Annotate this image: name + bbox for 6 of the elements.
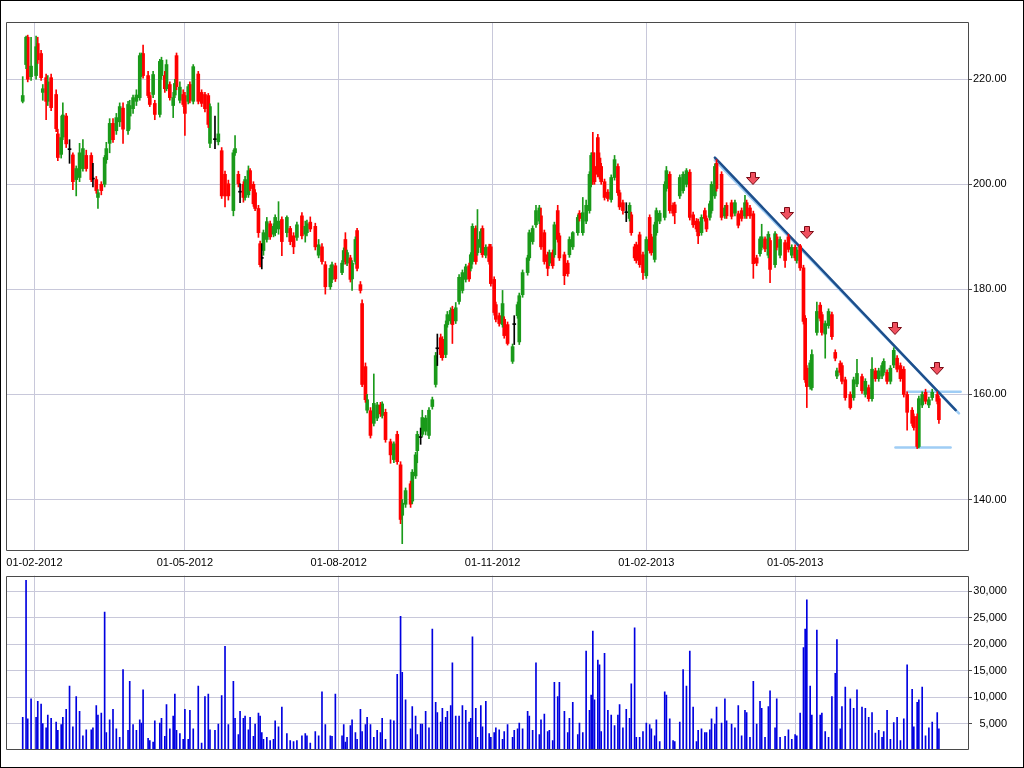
- y-tick-label: 20,000: [973, 637, 1007, 650]
- y-tick-label: 5,000: [979, 716, 1007, 729]
- y-tick-label: 10,000: [973, 690, 1007, 703]
- y-tick-label: 30,000: [973, 584, 1007, 597]
- y-tick-label: 25,000: [973, 610, 1007, 623]
- y-tick-label: 15,000: [973, 663, 1007, 676]
